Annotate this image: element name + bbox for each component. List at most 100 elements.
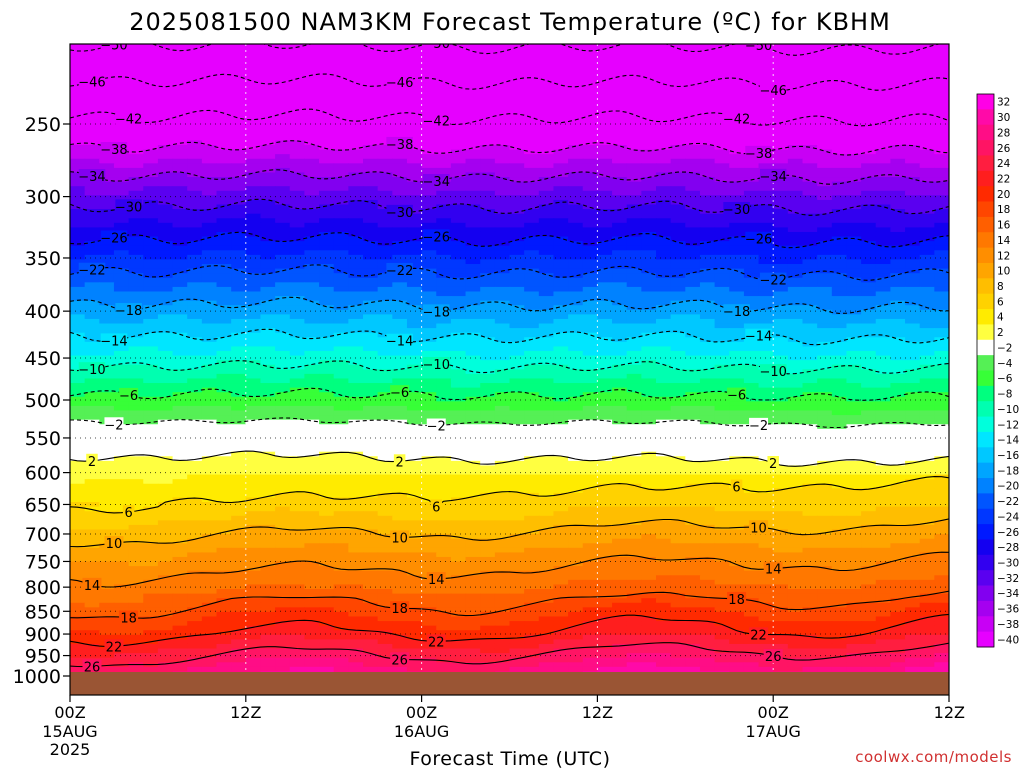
temperature-cell (85, 154, 100, 159)
temperature-cell (260, 86, 275, 91)
temperature-cell (319, 250, 334, 255)
temperature-cell (744, 218, 759, 223)
temperature-cell (275, 67, 290, 72)
temperature-cell (671, 136, 686, 141)
temperature-cell (861, 360, 876, 365)
temperature-cell (202, 328, 217, 333)
temperature-cell (392, 53, 407, 58)
temperature-cell (627, 227, 642, 232)
temperature-cell (451, 337, 466, 342)
temperature-cell (803, 360, 818, 365)
temperature-cell (671, 314, 686, 319)
temperature-cell (729, 351, 744, 356)
temperature-cell (334, 296, 349, 301)
temperature-cell (275, 333, 290, 338)
temperature-cell (510, 319, 525, 324)
temperature-cell (817, 140, 832, 145)
temperature-cell (876, 378, 891, 383)
temperature-cell (217, 159, 232, 164)
temperature-cell (685, 346, 700, 351)
temperature-cell (803, 259, 818, 264)
temperature-cell (260, 301, 275, 306)
temperature-cell (510, 223, 525, 228)
temperature-cell (583, 191, 598, 196)
temperature-cell (715, 223, 730, 228)
temperature-cell (231, 273, 246, 278)
temperature-cell (627, 168, 642, 173)
temperature-cell (451, 259, 466, 264)
temperature-cell (524, 291, 539, 296)
temperature-cell (217, 319, 232, 324)
temperature-cell (700, 90, 715, 95)
temperature-cell (451, 186, 466, 191)
temperature-cell (304, 319, 319, 324)
temperature-cell (568, 301, 583, 306)
temperature-cell (700, 314, 715, 319)
temperature-cell (451, 53, 466, 58)
temperature-cell (70, 90, 85, 95)
temperature-cell (612, 378, 627, 383)
temperature-cell (231, 333, 246, 338)
temperature-cell (861, 264, 876, 269)
temperature-cell (290, 401, 305, 406)
temperature-cell (158, 150, 173, 155)
temperature-cell (451, 72, 466, 77)
temperature-cell (348, 131, 363, 136)
temperature-cell (641, 278, 656, 283)
temperature-cell (568, 131, 583, 136)
temperature-cell (290, 182, 305, 187)
temperature-cell (436, 264, 451, 269)
temperature-cell (861, 195, 876, 200)
temperature-cell (715, 163, 730, 168)
temperature-cell (905, 118, 920, 123)
temperature-cell (553, 118, 568, 123)
temperature-cell (656, 378, 671, 383)
temperature-cell (890, 360, 905, 365)
temperature-cell (876, 246, 891, 251)
temperature-cell (319, 81, 334, 86)
temperature-cell (260, 44, 275, 49)
temperature-cell (319, 337, 334, 342)
temperature-cell (129, 333, 144, 338)
temperature-cell (480, 218, 495, 223)
temperature-cell (407, 182, 422, 187)
temperature-cell (217, 369, 232, 374)
temperature-cell (378, 324, 393, 329)
temperature-cell (920, 205, 935, 210)
temperature-cell (260, 200, 275, 205)
temperature-cell (114, 255, 129, 260)
temperature-cell (729, 154, 744, 159)
temperature-cell (275, 378, 290, 383)
temperature-cell (803, 250, 818, 255)
temperature-cell (539, 301, 554, 306)
temperature-cell (876, 195, 891, 200)
temperature-cell (114, 250, 129, 255)
temperature-cell (876, 154, 891, 159)
temperature-cell (334, 205, 349, 210)
temperature-cell (656, 200, 671, 205)
temperature-cell (568, 250, 583, 255)
temperature-cell (817, 337, 832, 342)
temperature-cell (378, 67, 393, 72)
temperature-cell (480, 200, 495, 205)
temperature-cell (553, 131, 568, 136)
temperature-cell (99, 191, 114, 196)
temperature-cell (553, 186, 568, 191)
temperature-cell (524, 227, 539, 232)
temperature-cell (876, 131, 891, 136)
temperature-cell (495, 264, 510, 269)
temperature-cell (744, 365, 759, 370)
temperature-cell (480, 264, 495, 269)
temperature-cell (934, 44, 949, 49)
temperature-cell (583, 342, 598, 347)
temperature-cell (597, 118, 612, 123)
temperature-cell (436, 269, 451, 274)
temperature-cell (158, 333, 173, 338)
temperature-cell (99, 246, 114, 251)
temperature-cell (744, 168, 759, 173)
temperature-cell (392, 305, 407, 310)
temperature-cell (656, 76, 671, 81)
temperature-cell (158, 205, 173, 210)
temperature-cell (231, 278, 246, 283)
temperature-cell (260, 122, 275, 127)
